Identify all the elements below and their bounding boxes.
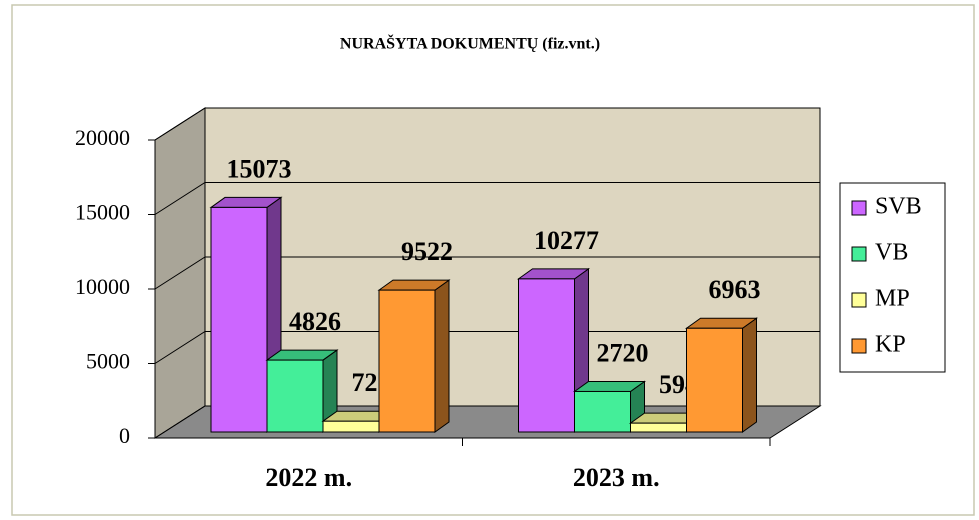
- value-label: 2720: [597, 338, 649, 367]
- bar-side: [434, 279, 450, 433]
- value-label: 10277: [534, 226, 599, 255]
- bar: [378, 289, 436, 433]
- bar: [574, 390, 631, 433]
- bar: [322, 420, 380, 433]
- y-tick-label: 10000: [75, 274, 130, 299]
- grid-line: [154, 182, 820, 215]
- legend-label: KP: [875, 332, 906, 358]
- x-tick-label: 2023 m.: [573, 463, 660, 492]
- bar: [210, 206, 268, 433]
- chart-title: NURAŠYTA DOKUMENTŲ (fiz.vnt.): [340, 34, 600, 53]
- legend-swatch: [851, 200, 867, 216]
- legend-swatch: [851, 338, 867, 354]
- legend-label: VB: [875, 240, 908, 266]
- y-tick-label: 0: [119, 423, 130, 448]
- y-tick-label: 5000: [86, 349, 130, 374]
- grid-line: [154, 256, 820, 290]
- y-tick-label: 20000: [75, 125, 130, 150]
- grid-line: [154, 331, 820, 364]
- legend-swatch: [851, 246, 867, 262]
- x-tick-label: 2022 m.: [265, 463, 352, 492]
- value-label: 4826: [289, 307, 341, 336]
- legend-label: MP: [875, 286, 910, 312]
- value-label: 15073: [227, 154, 292, 183]
- legend-label: SVB: [875, 194, 922, 220]
- y-tick-label: 15000: [75, 200, 130, 225]
- value-label: 6963: [709, 275, 761, 304]
- bar: [518, 278, 575, 433]
- legend-swatch: [851, 292, 867, 308]
- value-label: 9522: [401, 237, 453, 266]
- bar: [686, 327, 743, 433]
- bar-side: [742, 317, 757, 433]
- bar: [630, 422, 687, 433]
- bar: [266, 359, 324, 433]
- grid-line: [154, 107, 820, 141]
